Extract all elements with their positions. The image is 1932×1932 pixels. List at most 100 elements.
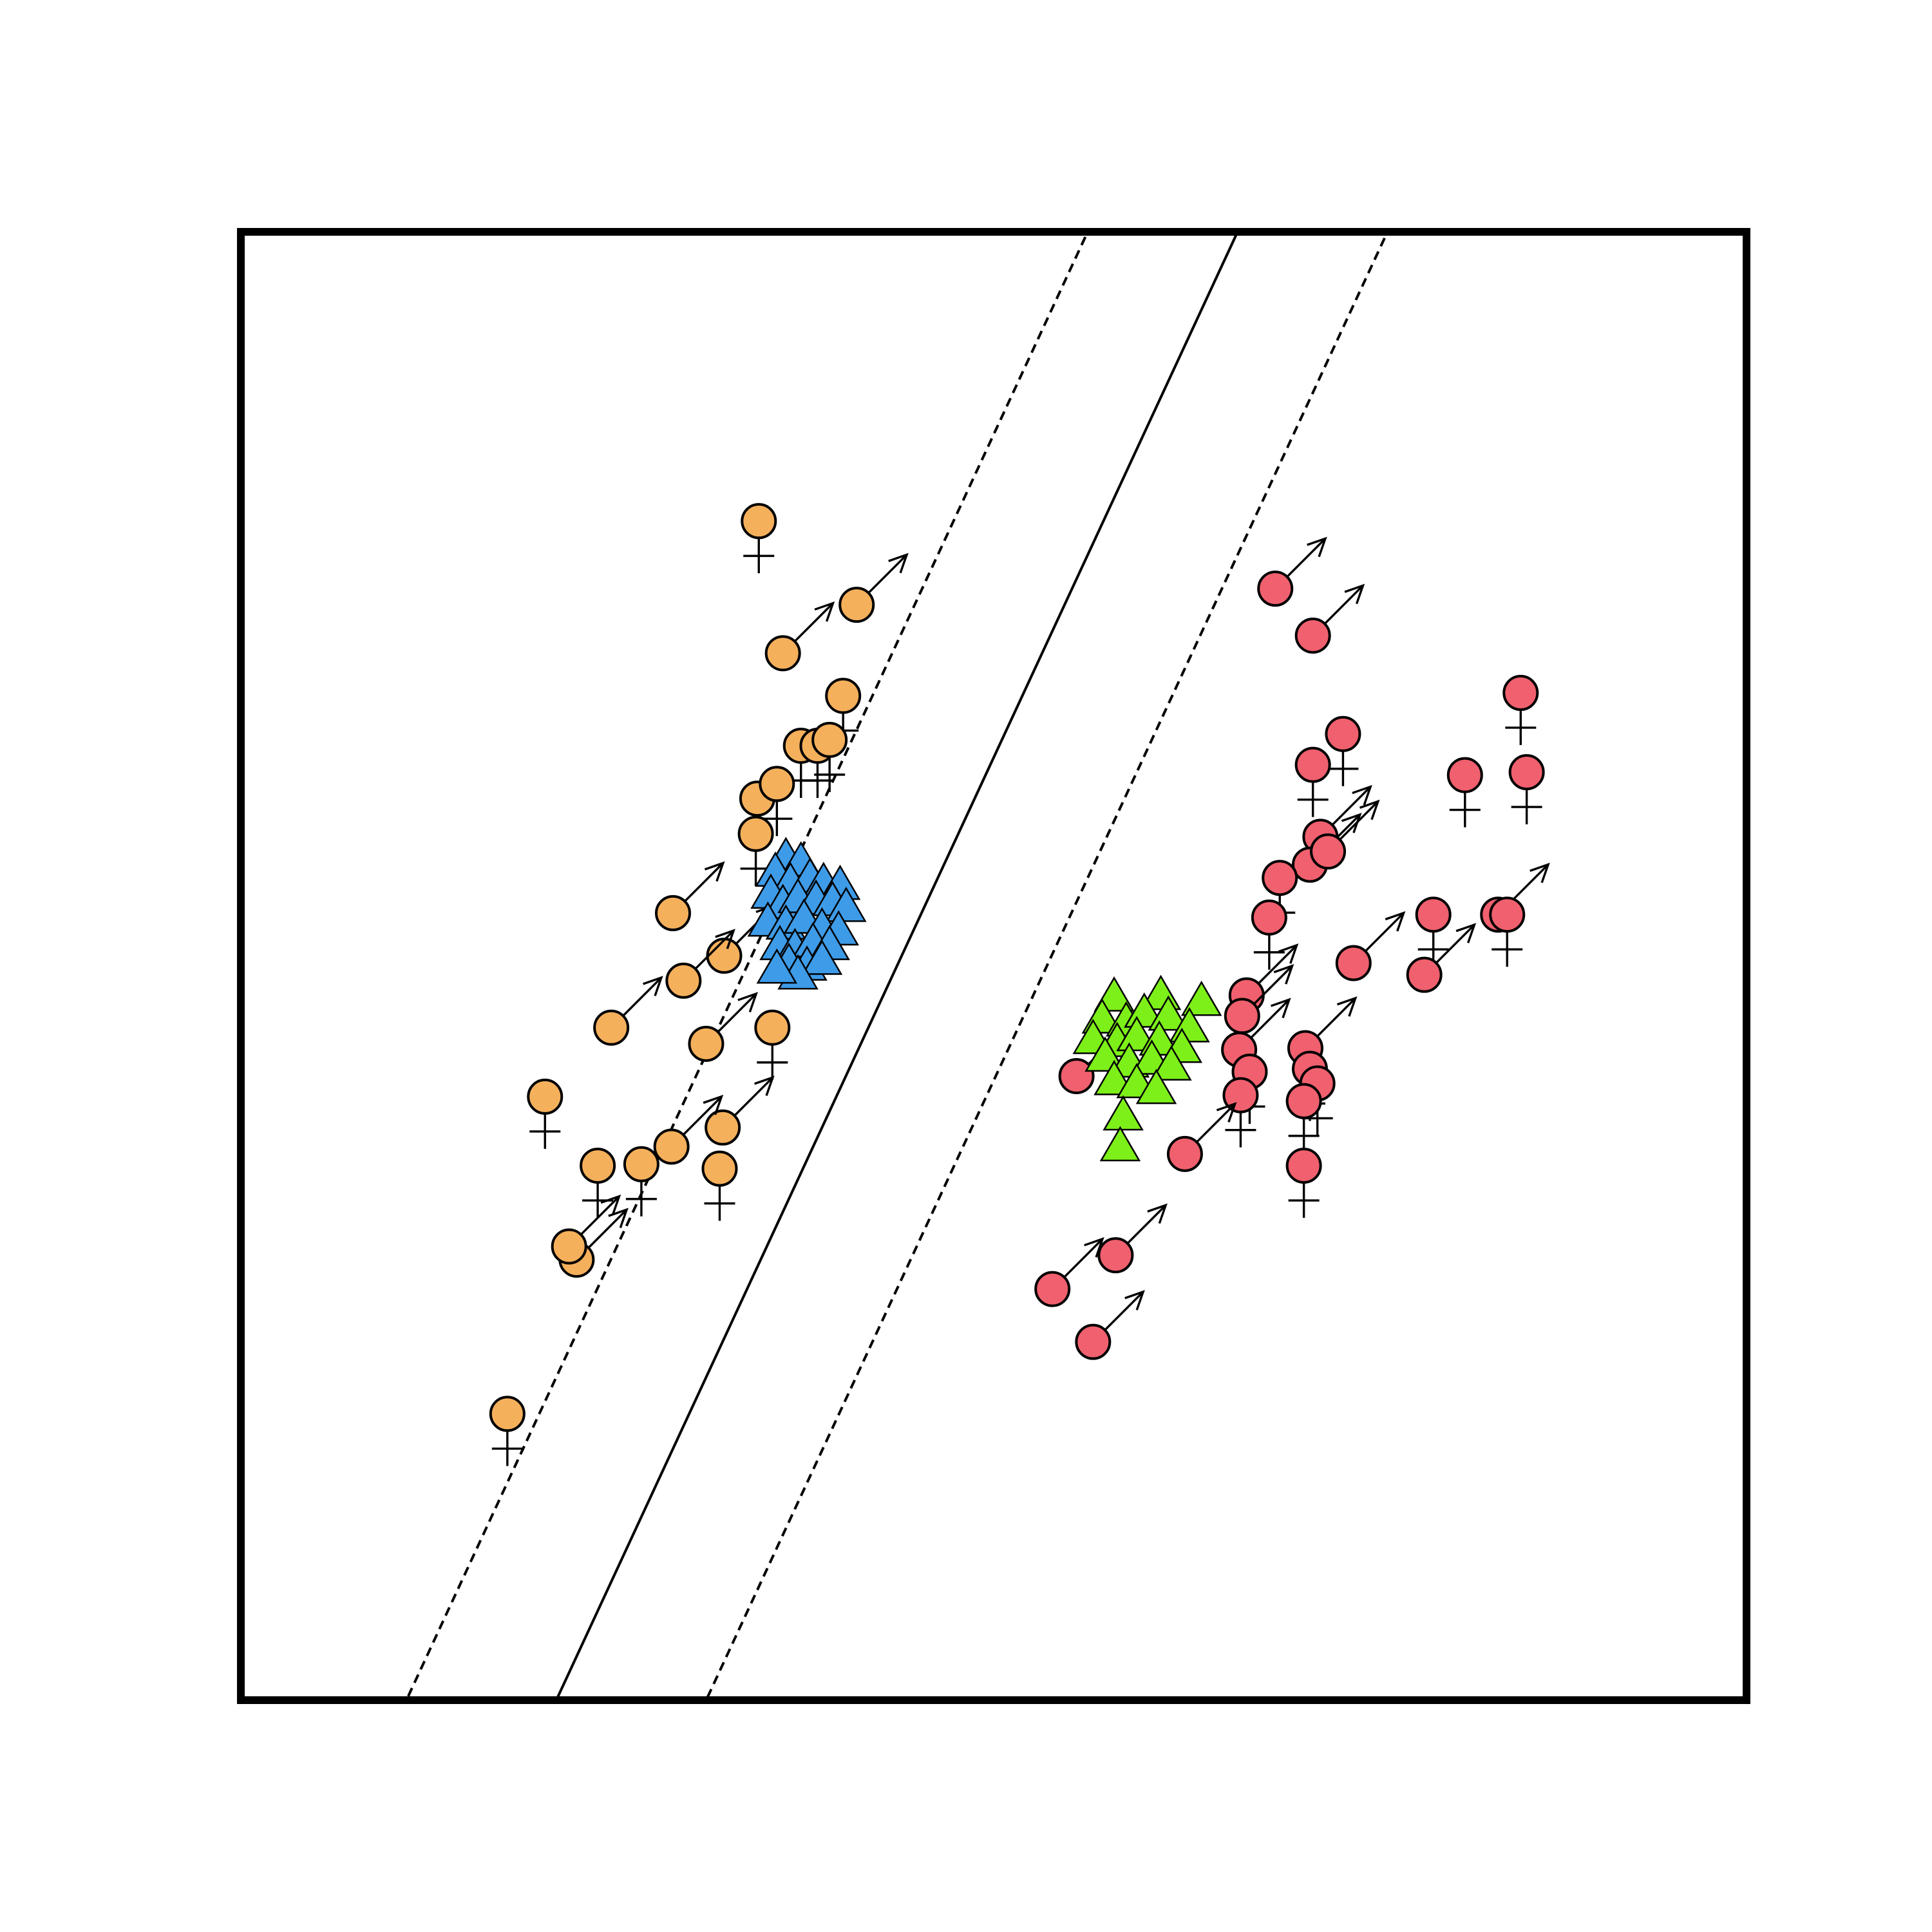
data-point: [1406, 923, 1477, 993]
male-right-cluster-circle-marker: [1097, 1237, 1134, 1274]
male-right-cluster-circle-marker: [1294, 746, 1331, 783]
male-symbol-arrowhead: [814, 601, 835, 622]
data-point: [623, 1146, 659, 1217]
data-point: [580, 1148, 616, 1218]
data-point: [1415, 896, 1452, 967]
data-point: [551, 1194, 621, 1265]
male-right-cluster-circle-marker: [1325, 715, 1361, 752]
male-right-cluster-circle-marker: [1058, 1058, 1095, 1094]
male-right-cluster-circle-marker: [1166, 1135, 1203, 1172]
male-symbol-arrowhead: [1341, 813, 1362, 833]
male-symbol-arrowhead: [608, 1208, 629, 1229]
male-right-cluster-circle-marker: [1406, 956, 1443, 993]
green-triangles-triangle-marker: [1094, 976, 1135, 1012]
male-symbol-arrowhead: [1344, 583, 1365, 605]
female-left-cluster-circle-marker: [688, 1025, 724, 1062]
data-point: [1489, 896, 1526, 967]
male-symbol-shaft: [622, 976, 663, 1017]
male-right-cluster-circle-marker: [1075, 1323, 1112, 1360]
male-symbol-shaft: [1323, 585, 1364, 625]
male-right-cluster-circle-marker: [1285, 1083, 1322, 1119]
female-left-cluster-circle-marker: [655, 895, 692, 931]
green-triangles-triangle-marker: [1099, 1126, 1141, 1162]
male-symbol-arrowhead: [1336, 996, 1358, 1017]
data-point: [1166, 1102, 1237, 1172]
decision-boundary-line: [554, 232, 1239, 1700]
male-right-cluster-circle-marker: [1446, 757, 1483, 793]
male-symbol-arrowhead: [1278, 943, 1299, 964]
female-left-cluster-circle-marker: [701, 1150, 738, 1187]
female-left-cluster-circle-marker: [759, 766, 795, 802]
data-point: [665, 929, 735, 999]
male-symbol-arrowhead: [1352, 784, 1372, 806]
male-right-cluster-circle-marker: [1251, 899, 1287, 936]
male-symbol-arrowhead: [1307, 536, 1327, 558]
male-right-cluster-circle-marker: [1415, 896, 1452, 933]
male-symbol-arrowhead: [715, 929, 735, 949]
male-right-cluster-circle-marker: [1034, 1271, 1071, 1307]
data-point: [705, 1075, 775, 1146]
data-point: [759, 766, 795, 837]
boundary-lines: [404, 232, 1389, 1700]
male-right-cluster-circle-marker: [1502, 674, 1539, 711]
male-symbol-shaft: [694, 929, 735, 970]
female-left-cluster-circle-marker: [706, 938, 743, 974]
data-point: [655, 861, 725, 931]
female-left-cluster-circle-marker: [838, 587, 875, 623]
female-left-cluster-circle-marker: [754, 1009, 791, 1046]
data-point: [1224, 963, 1294, 1034]
female-left-cluster-circle-marker: [811, 721, 848, 758]
data-point: [764, 601, 835, 672]
male-symbol-shaft: [1364, 912, 1405, 952]
blue-triangles-triangle-marker: [826, 886, 867, 922]
male-symbol-shaft: [1196, 1103, 1236, 1143]
data-point: [593, 976, 663, 1046]
male-symbol-arrowhead: [1273, 963, 1294, 985]
male-symbol-arrowhead: [600, 1194, 621, 1215]
male-symbol-shaft: [1509, 864, 1549, 904]
data-point: [1446, 757, 1483, 828]
data-point: [741, 503, 777, 574]
male-symbol-shaft: [1316, 997, 1356, 1037]
male-symbol-arrowhead: [888, 553, 909, 574]
male-symbol-shaft: [1339, 800, 1379, 840]
data-point: [1075, 1290, 1145, 1360]
male-right-cluster-circle-marker: [1489, 896, 1526, 933]
male-symbol-arrowhead: [1084, 1237, 1104, 1258]
data-point: [1294, 746, 1331, 817]
data-point: [838, 553, 909, 623]
male-symbol-arrowhead: [1216, 1102, 1237, 1122]
data-point: [653, 1094, 724, 1165]
data-points: [489, 503, 1550, 1466]
male-right-cluster-circle-marker: [1257, 571, 1294, 607]
male-symbol-arrowhead: [754, 1075, 775, 1096]
male-symbol-arrowhead: [1147, 1203, 1168, 1224]
male-symbol-arrowhead: [1455, 923, 1477, 943]
data-point: [1294, 583, 1365, 654]
blue-triangles-triangle-marker: [801, 939, 843, 975]
male-right-cluster-circle-marker: [1262, 860, 1298, 896]
male-symbol-shaft: [684, 862, 724, 902]
data-point: [1097, 1203, 1168, 1274]
male-symbol-arrowhead: [703, 1094, 724, 1115]
female-left-cluster-circle-marker: [741, 503, 777, 540]
female-left-cluster-circle-marker: [737, 815, 774, 852]
data-point: [737, 815, 774, 886]
male-symbol-shaft: [580, 1195, 620, 1236]
male-symbol-shaft: [1286, 538, 1327, 578]
male-symbol-shaft: [587, 1209, 628, 1249]
data-point: [754, 1009, 791, 1080]
female-left-cluster-circle-marker: [705, 1109, 741, 1146]
female-left-cluster-circle-marker: [593, 1009, 630, 1046]
male-right-cluster-circle-marker: [1224, 998, 1260, 1034]
female-left-cluster-circle-marker: [653, 1128, 690, 1165]
male-symbol-arrowhead: [643, 976, 663, 996]
data-point: [1285, 1148, 1322, 1218]
male-symbol-shaft: [867, 554, 908, 594]
male-right-cluster-circle-marker: [1294, 618, 1331, 654]
male-right-cluster-circle-marker: [1508, 754, 1545, 791]
data-point: [1508, 754, 1545, 825]
data-point: [1335, 911, 1406, 981]
male-symbol-shaft: [1435, 923, 1475, 964]
